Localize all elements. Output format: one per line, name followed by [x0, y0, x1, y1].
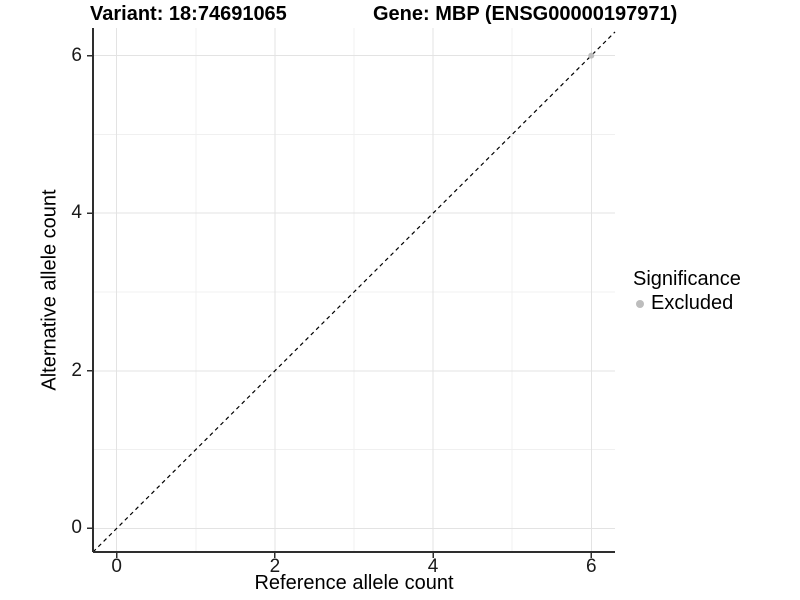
- legend: Significance Excluded: [631, 269, 741, 315]
- legend-point-icon: [636, 299, 644, 308]
- data-point: [588, 52, 595, 59]
- legend-item: Excluded: [631, 292, 741, 315]
- plot-title-gene: Gene: MBP (ENSG00000197971): [373, 3, 678, 25]
- plot-title-variant: Variant: 18:74691065: [90, 3, 287, 25]
- plot-panel: [87, 28, 616, 558]
- x-tick-label: 2: [269, 556, 281, 577]
- x-tick-label: 4: [427, 556, 439, 577]
- identity-line: [92, 31, 616, 553]
- x-tick-label: 6: [585, 556, 597, 577]
- x-axis-title: Reference allele count: [254, 572, 454, 594]
- y-tick-label: 6: [71, 44, 82, 66]
- y-tick-label: 4: [71, 202, 82, 224]
- legend-title: Significance: [633, 268, 741, 290]
- legend-items: Excluded: [631, 292, 741, 315]
- scatter-plot-canvas: [87, 28, 616, 558]
- legend-item-label: Excluded: [651, 292, 734, 314]
- y-tick-label: 2: [71, 359, 82, 381]
- y-tick-label: 0: [71, 517, 82, 539]
- x-tick-label: 0: [111, 556, 122, 577]
